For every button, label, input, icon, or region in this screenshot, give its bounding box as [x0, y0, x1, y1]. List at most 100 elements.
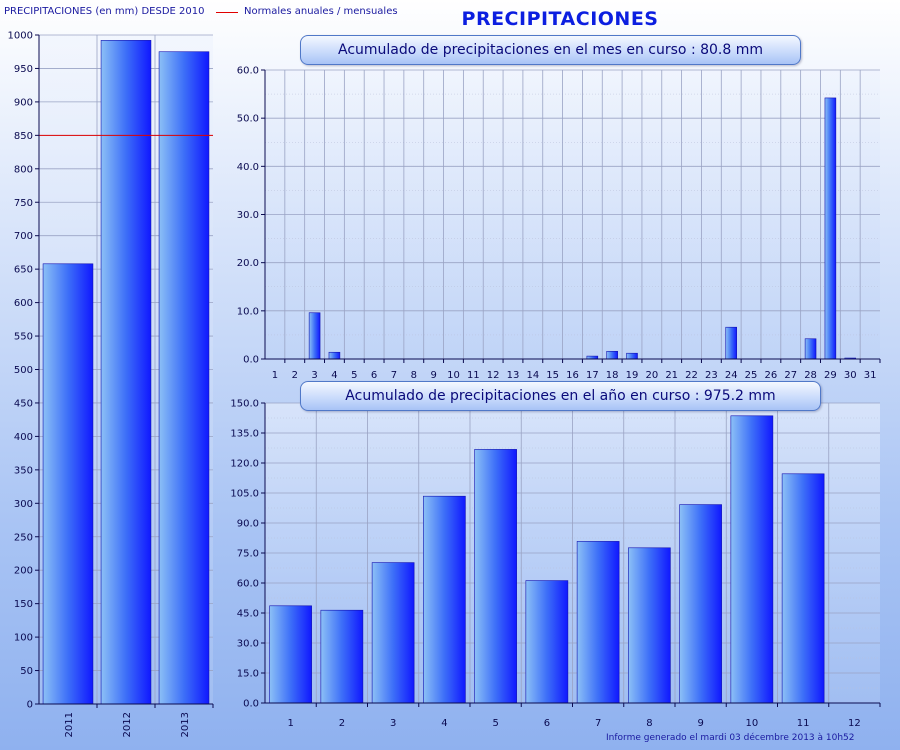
year-xtick-label: 2: [339, 718, 345, 729]
month-ytick-label: 10.0: [237, 306, 259, 317]
month-bar-24: [725, 326, 737, 360]
month-xtick-label: 11: [467, 370, 480, 381]
annual-xtick-label: 2013: [180, 712, 191, 737]
year-xtick-label: 12: [848, 718, 861, 729]
month-bar-4: [328, 351, 341, 360]
month-xtick-label: 1: [272, 370, 278, 381]
year-bar-6: [525, 580, 569, 704]
annual-ytick-label: 500: [14, 365, 33, 376]
month-xtick-label: 2: [292, 370, 298, 381]
annual-ytick-label: 0: [27, 700, 33, 711]
annual-ytick-label: 1000: [8, 31, 33, 42]
year-ytick-label: 120.0: [230, 459, 259, 470]
month-xtick-label: 23: [705, 370, 718, 381]
month-xtick-label: 26: [765, 370, 778, 381]
month-xtick-label: 24: [725, 370, 738, 381]
month-xtick-label: 3: [311, 370, 317, 381]
year-xtick-label: 3: [390, 718, 396, 729]
month-xtick-label: 16: [566, 370, 579, 381]
annual-ytick-label: 150: [14, 599, 33, 610]
month-ytick-label: 20.0: [237, 258, 259, 269]
month-xtick-label: 15: [546, 370, 559, 381]
annual-ytick-label: 200: [14, 566, 33, 577]
month-xtick-label: 8: [411, 370, 417, 381]
annual-ytick-label: 650: [14, 265, 33, 276]
year-bar-3: [371, 562, 415, 704]
month-xtick-label: 12: [487, 370, 500, 381]
year-ytick-label: 0.0: [243, 699, 259, 710]
annual-ytick-label: 850: [14, 131, 33, 142]
year-bar-10: [730, 415, 774, 704]
year-xtick-label: 11: [797, 718, 810, 729]
year-ytick-label: 150.0: [230, 399, 259, 410]
month-xtick-label: 7: [391, 370, 397, 381]
annual-ytick-label: 950: [14, 64, 33, 75]
year-chart-title: Acumulado de precipitaciones en el año e…: [300, 381, 821, 411]
month-xtick-label: 5: [351, 370, 357, 381]
annual-ytick-label: 800: [14, 164, 33, 175]
year-ytick-label: 45.0: [237, 609, 259, 620]
annual-ytick-label: 900: [14, 97, 33, 108]
month-xtick-label: 27: [784, 370, 797, 381]
year-bar-5: [474, 449, 517, 704]
year-xtick-label: 10: [746, 718, 759, 729]
month-xtick-label: 29: [824, 370, 837, 381]
annual-xtick-label: 2011: [64, 712, 75, 737]
month-bar-29: [824, 97, 837, 360]
page-title: PRECIPITACIONES: [461, 8, 659, 30]
annual-bar-2011: [42, 263, 94, 705]
year-ytick-label: 90.0: [237, 519, 259, 530]
month-ytick-label: 0.0: [243, 355, 259, 366]
month-ytick-label: 40.0: [237, 162, 259, 173]
report-footer: Informe generado el mardi 03 décembre 20…: [606, 733, 855, 743]
annual-ytick-label: 600: [14, 298, 33, 309]
month-ytick-label: 60.0: [237, 66, 259, 77]
annual-ytick-label: 750: [14, 198, 33, 209]
month-bar-3: [308, 312, 321, 360]
annual-ytick-label: 300: [14, 499, 33, 510]
annual-bar-2012: [100, 40, 152, 705]
year-ytick-label: 105.0: [230, 489, 259, 500]
annual-ytick-label: 350: [14, 465, 33, 476]
annual-ytick-label: 700: [14, 231, 33, 242]
month-xtick-label: 31: [864, 370, 877, 381]
annual-ytick-label: 100: [14, 633, 33, 644]
month-xtick-label: 6: [371, 370, 377, 381]
year-xtick-label: 5: [492, 718, 498, 729]
month-bar-18: [606, 350, 618, 360]
year-bar-2: [320, 609, 364, 704]
month-bar-19: [626, 352, 638, 360]
month-xtick-label: 9: [430, 370, 436, 381]
year-xtick-label: 4: [441, 718, 447, 729]
month-xtick-label: 21: [665, 370, 678, 381]
annual-ytick-label: 450: [14, 398, 33, 409]
annual-xtick-label: 2012: [122, 712, 133, 737]
month-chart-title: Acumulado de precipitaciones en el mes e…: [300, 35, 801, 65]
year-ytick-label: 15.0: [237, 669, 259, 680]
year-bar-7: [576, 541, 620, 704]
year-ytick-label: 60.0: [237, 579, 259, 590]
year-xtick-label: 9: [697, 718, 703, 729]
year-bar-8: [628, 547, 671, 704]
year-bar-9: [679, 504, 722, 704]
year-bar-1: [269, 605, 312, 704]
month-xtick-label: 10: [447, 370, 460, 381]
year-bar-11: [781, 473, 825, 704]
annual-ytick-label: 400: [14, 432, 33, 443]
month-xtick-label: 14: [526, 370, 539, 381]
year-xtick-label: 1: [287, 718, 293, 729]
month-xtick-label: 28: [804, 370, 817, 381]
year-xtick-label: 6: [544, 718, 550, 729]
month-precipitation-chart: 0.010.020.030.040.050.060.01 2 3 4 5 6 7 8 9 10 11…: [237, 66, 881, 381]
annual-chart-label: PRECIPITACIONES (en mm) DESDE 2010: [4, 6, 205, 17]
month-bar-28: [804, 338, 817, 360]
month-xtick-label: 25: [745, 370, 758, 381]
year-bar-4: [423, 495, 466, 704]
month-ytick-label: 50.0: [237, 114, 259, 125]
month-xtick-label: 22: [685, 370, 698, 381]
year-ytick-label: 30.0: [237, 639, 259, 650]
year-xtick-label: 7: [595, 718, 601, 729]
month-xtick-label: 19: [626, 370, 639, 381]
month-xtick-label: 20: [645, 370, 658, 381]
